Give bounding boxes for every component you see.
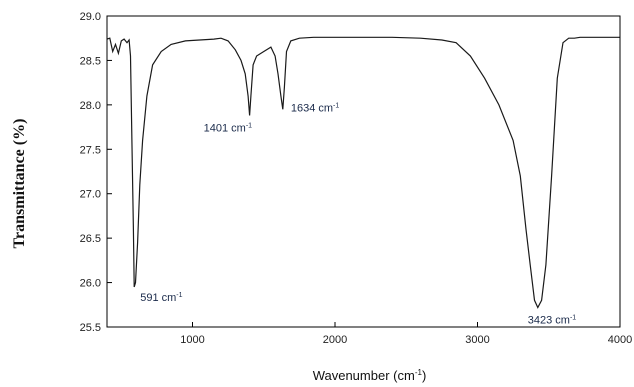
x-axis-label: Wavenumber (cm-1) <box>313 368 427 383</box>
peak-label-3423: 3423 cm-1 <box>528 314 577 326</box>
series-line <box>106 36 620 309</box>
y-tick-label: 28.0 <box>80 100 101 112</box>
x-tick-label: 3000 <box>465 334 489 346</box>
peak-label-1634: 1634 cm-1 <box>291 102 340 114</box>
peak-unit: cm <box>318 102 333 114</box>
peak-unit: cm <box>231 123 246 135</box>
x-tick-label: 1000 <box>180 334 204 346</box>
peak-value: 1401 <box>204 123 232 135</box>
x-axis-label-sup: -1 <box>415 368 423 377</box>
peak-value: 591 <box>140 292 161 304</box>
x-axis-ticks: 1000 2000 3000 4000 <box>180 322 632 346</box>
peak-value: 3423 <box>528 314 556 326</box>
peak-unit-sup: -1 <box>246 123 252 130</box>
y-tick-label: 26.0 <box>80 278 101 290</box>
x-tick-label: 2000 <box>323 334 347 346</box>
y-tick-label: 25.5 <box>80 322 101 334</box>
y-tick-label: 26.5 <box>80 233 101 245</box>
y-tick-label: 27.5 <box>80 144 101 156</box>
peak-unit: cm <box>162 292 177 304</box>
y-tick-label: 27.0 <box>80 189 101 201</box>
y-axis-ticks: 25.5 26.0 26.5 27.0 27.5 28.0 28.5 29.0 <box>80 11 112 334</box>
y-axis-label: Transmittance (%) <box>11 119 28 249</box>
x-axis-label-base: Wavenumber (cm <box>313 368 415 383</box>
peak-label-591: 591 cm-1 <box>140 292 182 304</box>
peak-unit: cm <box>555 314 570 326</box>
peak-unit-sup: -1 <box>333 102 339 109</box>
x-axis-label-tail: ) <box>422 368 426 383</box>
peak-unit-sup: -1 <box>570 314 576 321</box>
peak-value: 1634 <box>291 102 319 114</box>
peak-unit-sup: -1 <box>176 292 182 299</box>
y-tick-label: 29.0 <box>80 11 101 23</box>
y-tick-label: 28.5 <box>80 55 101 67</box>
peak-label-1401: 1401 cm-1 <box>204 123 253 135</box>
x-tick-label: 4000 <box>608 334 632 346</box>
plot-frame <box>106 15 621 328</box>
y-axis-label-group: Transmittance (%) <box>11 119 28 249</box>
